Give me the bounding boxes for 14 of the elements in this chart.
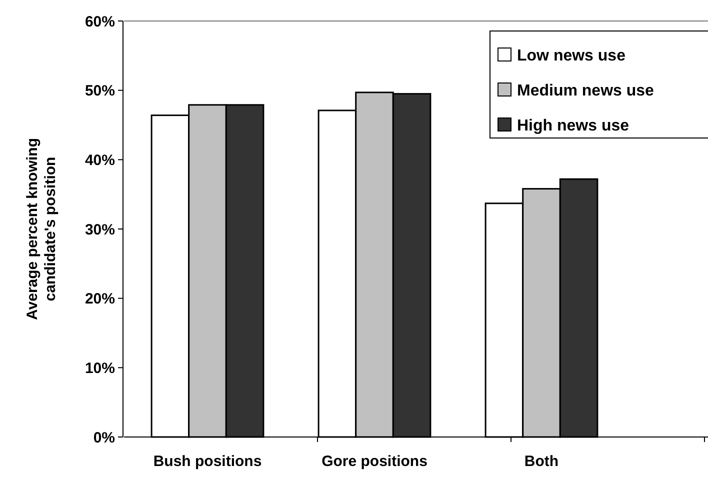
y-tick-label: 20% xyxy=(84,290,115,308)
y-tick-label: 0% xyxy=(93,429,115,446)
y-tick-label: 40% xyxy=(84,152,115,169)
y-tick-label: 30% xyxy=(84,221,115,238)
x-tick-label: Both xyxy=(524,453,559,470)
legend-label: High news use xyxy=(517,118,630,135)
legend-label: Low news use xyxy=(517,48,626,65)
y-axis-title: Average percent knowing candidate's position xyxy=(24,138,59,320)
y-tick-label: 10% xyxy=(84,360,115,377)
x-tick-label: Bush positions xyxy=(153,453,262,470)
y-tick-label: 60% xyxy=(84,13,115,30)
x-tick-label: Gore positions xyxy=(322,453,428,470)
y-tick-label: 50% xyxy=(84,82,115,100)
legend-label: Medium news use xyxy=(517,82,654,100)
